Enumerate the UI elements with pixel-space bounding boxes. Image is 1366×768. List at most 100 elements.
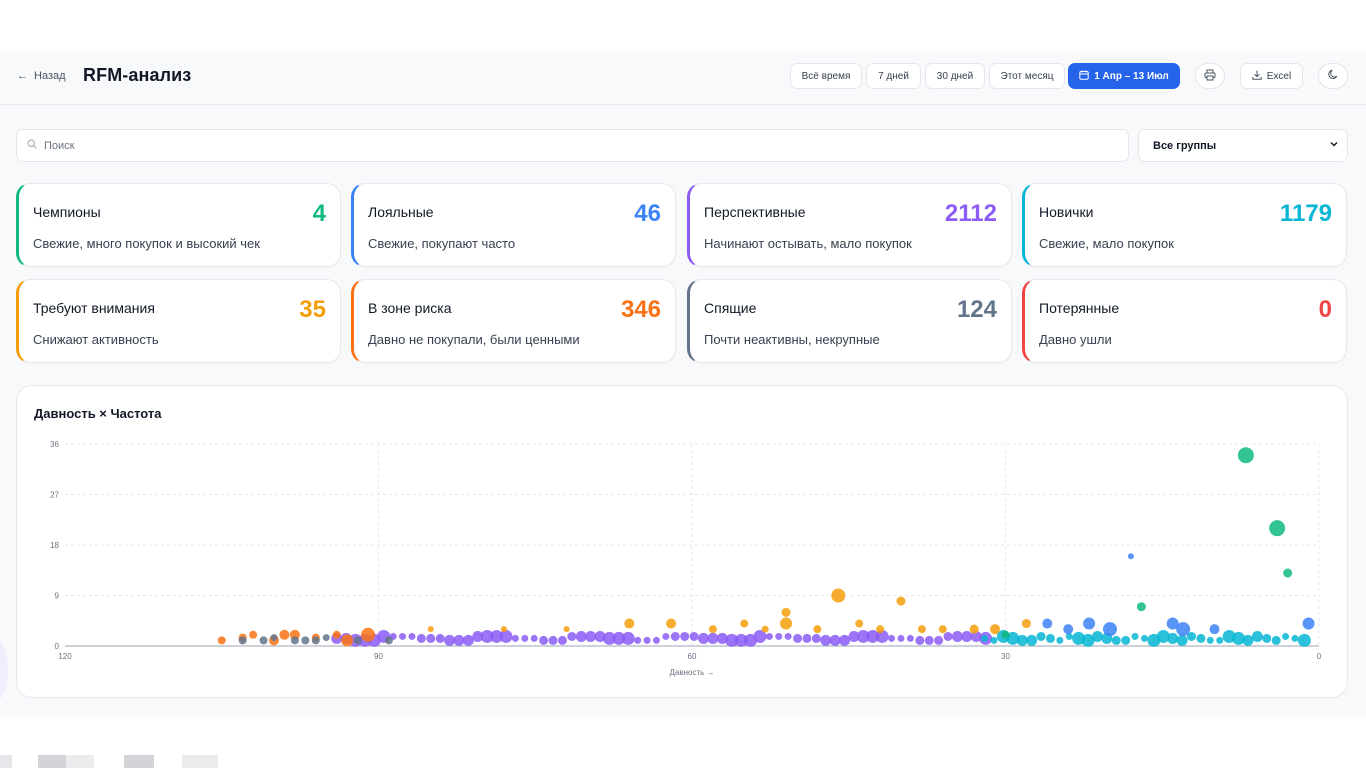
scatter-point (643, 636, 651, 644)
scatter-point (575, 630, 587, 642)
scatter-point (1016, 634, 1028, 646)
segment-name: Чемпионы (33, 204, 101, 220)
segment-card-promising[interactable]: Перспективные 2112 Начинают остывать, ма… (687, 183, 1012, 267)
date-range-button[interactable]: 1 Апр – 13 Июл (1068, 63, 1180, 89)
scatter-point (435, 633, 445, 643)
scatter-point (906, 634, 914, 642)
print-button[interactable] (1195, 63, 1225, 89)
scatter-point (521, 634, 529, 642)
scatter-point (1103, 622, 1117, 637)
theme-toggle-button[interactable] (1318, 63, 1348, 89)
x-tick-label: 90 (374, 652, 383, 661)
scatter-point (332, 630, 341, 639)
scatter-point (480, 629, 494, 643)
scatter-point (624, 618, 635, 629)
segment-description: Свежие, мало покупок (1039, 236, 1174, 251)
scatter-point (876, 625, 885, 634)
scatter-point (353, 636, 362, 645)
y-tick-label: 9 (55, 592, 60, 601)
scatter-point (970, 630, 982, 642)
scatter-point (1131, 632, 1139, 640)
scatter-point (981, 634, 989, 642)
scatter-point (1251, 630, 1263, 642)
segment-count: 0 (1318, 296, 1332, 323)
scatter-point (416, 633, 426, 643)
range-7-days-button[interactable]: 7 дней (866, 63, 921, 89)
range-this-month-button[interactable]: Этот месяц (989, 63, 1065, 89)
placeholder-block (124, 755, 154, 768)
scatter-point (217, 636, 226, 645)
x-tick-label: 120 (58, 652, 72, 661)
search-field[interactable] (16, 129, 1129, 162)
scatter-point (462, 634, 474, 646)
scatter-point (548, 635, 558, 645)
scatter-point (557, 635, 567, 645)
scatter-point (1242, 634, 1254, 646)
search-input[interactable] (44, 139, 1044, 152)
scatter-point (689, 631, 699, 641)
group-select[interactable]: Все группы (1138, 129, 1348, 162)
scatter-point (427, 626, 434, 633)
scatter-point (708, 625, 717, 634)
scatter-point (1283, 568, 1293, 578)
scatter-point (1006, 631, 1020, 645)
segment-count: 46 (634, 200, 661, 227)
scatter-point (1282, 632, 1290, 640)
scatter-point (612, 631, 626, 645)
scatter-point (915, 635, 925, 645)
scatter-point (472, 630, 484, 642)
scatter-point (888, 634, 896, 642)
scatter-point (290, 636, 299, 645)
scatter-point (539, 635, 549, 645)
scatter-point (1056, 636, 1064, 644)
scatter-point (856, 629, 870, 643)
segment-count: 4 (312, 200, 326, 227)
download-icon (1252, 70, 1262, 83)
scatter-point (1262, 633, 1272, 643)
date-range-label: 1 Апр – 13 Июл (1094, 70, 1169, 82)
scatter-point (384, 636, 393, 645)
excel-export-button[interactable]: Excel (1240, 63, 1303, 89)
scatter-chart: 0 9 18 27 36 120 90 60 30 0 Давность → (50, 440, 1322, 677)
scatter-point (839, 634, 851, 646)
scatter-point (1196, 633, 1206, 643)
scatter-point (753, 629, 767, 643)
scatter-point (938, 625, 947, 634)
scatter-point (961, 630, 973, 642)
scatter-point (866, 629, 880, 643)
segment-card-newcomers[interactable]: Новички 1179 Свежие, мало покупок (1022, 183, 1347, 267)
printer-icon (1204, 69, 1216, 84)
segment-card-lost[interactable]: Потерянные 0 Давно ушли (1022, 279, 1347, 363)
scatter-point (1127, 553, 1134, 560)
scatter-point (1297, 633, 1311, 647)
segment-name: Спящие (704, 300, 757, 316)
scatter-point (634, 636, 642, 644)
segment-card-sleeping[interactable]: Спящие 124 Почти неактивны, некрупные (687, 279, 1012, 363)
segment-card-champions[interactable]: Чемпионы 4 Свежие, много покупок и высок… (16, 183, 341, 267)
scatter-point (917, 625, 926, 634)
back-link[interactable]: ← Назад (17, 70, 66, 82)
scatter-point (820, 634, 832, 646)
page-title: RFM-анализ (83, 65, 192, 85)
scatter-point (1166, 617, 1179, 630)
scatter-point (784, 632, 792, 640)
scatter-point (279, 629, 290, 640)
scatter-point (1209, 624, 1220, 635)
x-tick-label: 60 (688, 652, 697, 661)
scatter-point (500, 626, 507, 633)
scatter-point (1081, 633, 1095, 647)
arrow-left-icon: ← (17, 70, 28, 82)
segment-card-at-risk[interactable]: В зоне риска 346 Давно не покупали, были… (351, 279, 676, 363)
y-tick-label: 18 (50, 541, 59, 550)
segment-card-loyal[interactable]: Лояльные 46 Свежие, покупают часто (351, 183, 676, 267)
chart-title: Давность × Частота (34, 406, 162, 421)
app-root: ← Назад RFM-анализ Всё время 7 дней 30 д… (0, 51, 1366, 717)
scatter-point (444, 634, 456, 646)
scatter-point (716, 632, 728, 644)
range-30-days-button[interactable]: 30 дней (925, 63, 985, 89)
y-tick-label: 27 (50, 491, 59, 500)
scatter-point (734, 633, 748, 647)
scatter-point (990, 636, 998, 644)
segment-card-need-attention[interactable]: Требуют внимания 35 Снижают активность (16, 279, 341, 363)
range-all-time-button[interactable]: Всё время (790, 63, 862, 89)
